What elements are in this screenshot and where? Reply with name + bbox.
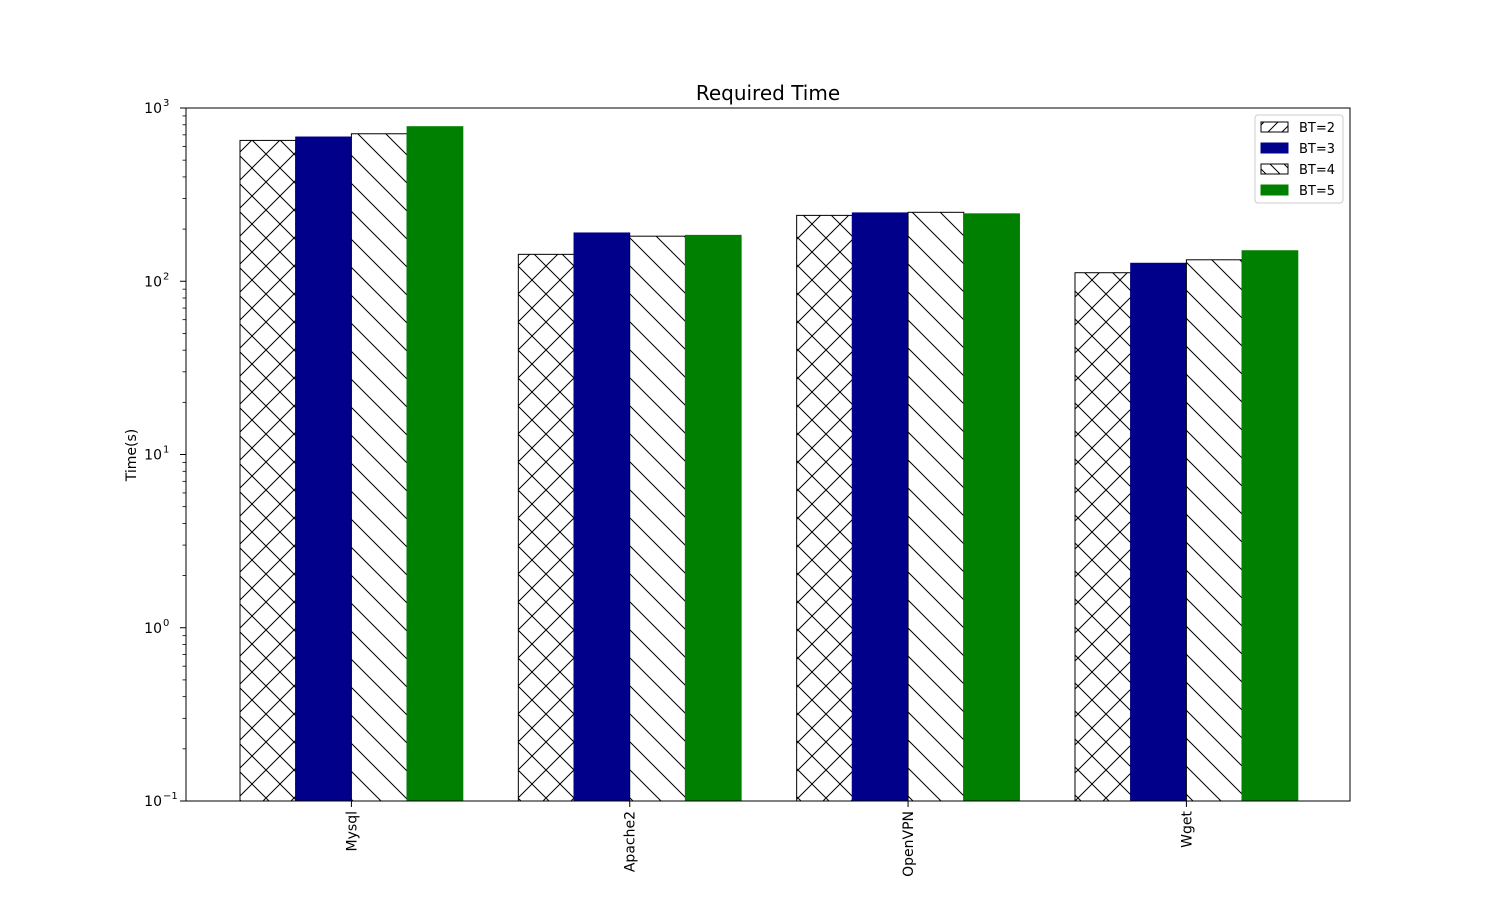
bar-mysql-bt2 bbox=[239, 139, 297, 802]
plot-frame bbox=[185, 107, 1351, 802]
legend-swatch bbox=[1260, 163, 1289, 175]
legend-swatch bbox=[1260, 184, 1289, 196]
bar-mysql-bt5 bbox=[406, 126, 464, 802]
bar-wget-bt5 bbox=[1241, 250, 1299, 802]
x-tick-label: Mysql bbox=[344, 811, 360, 851]
bar-mysql-bt4 bbox=[350, 133, 408, 802]
x-tick-label: Wget bbox=[1179, 811, 1195, 848]
legend-label: BT=5 bbox=[1299, 184, 1335, 199]
y-tick-label-exponent: 3 bbox=[163, 98, 169, 109]
y-tick-label: 10 bbox=[144, 794, 162, 810]
bars-group bbox=[239, 126, 1299, 802]
legend-label: BT=2 bbox=[1299, 121, 1335, 136]
bar-openvpn-bt3 bbox=[851, 212, 909, 802]
legend-label: BT=4 bbox=[1299, 163, 1335, 178]
chart-title: Required Time bbox=[696, 81, 840, 105]
bar-openvpn-bt2 bbox=[796, 214, 853, 802]
y-tick-label-exponent: −1 bbox=[163, 791, 178, 802]
x-axis-ticks: Mysql Apache2 OpenVPN Wget bbox=[344, 801, 1195, 877]
bar-apache2-bt5 bbox=[684, 234, 742, 802]
y-tick-label: 10 bbox=[144, 274, 162, 290]
y-tick-label: 10 bbox=[144, 448, 162, 464]
legend: BT=2 BT=3 BT=4 BT=5 bbox=[1254, 114, 1344, 204]
y-tick-label-exponent: 2 bbox=[163, 271, 169, 282]
legend-swatch bbox=[1260, 121, 1289, 133]
legend-box bbox=[1254, 114, 1344, 204]
legend-label: BT=3 bbox=[1299, 142, 1335, 157]
y-tick-label-exponent: 0 bbox=[163, 618, 169, 629]
bar-apache2-bt2 bbox=[517, 253, 575, 802]
y-tick-label: 10 bbox=[144, 621, 162, 637]
bar-apache2-bt4 bbox=[629, 235, 686, 802]
bar-openvpn-bt4 bbox=[907, 211, 965, 802]
bar-apache2-bt3 bbox=[573, 232, 631, 802]
bar-wget-bt4 bbox=[1185, 259, 1243, 802]
y-tick-label-exponent: 1 bbox=[163, 445, 169, 456]
bar-wget-bt2 bbox=[1074, 272, 1132, 802]
bar-wget-bt3 bbox=[1130, 262, 1187, 802]
bar-mysql-bt3 bbox=[295, 136, 352, 802]
x-tick-label: Apache2 bbox=[623, 811, 639, 872]
legend-swatch bbox=[1260, 142, 1289, 154]
x-tick-label: OpenVPN bbox=[901, 811, 917, 877]
y-axis-label: Time(s) bbox=[124, 429, 140, 482]
bar-openvpn-bt5 bbox=[963, 213, 1020, 802]
y-tick-label: 10 bbox=[144, 101, 162, 117]
